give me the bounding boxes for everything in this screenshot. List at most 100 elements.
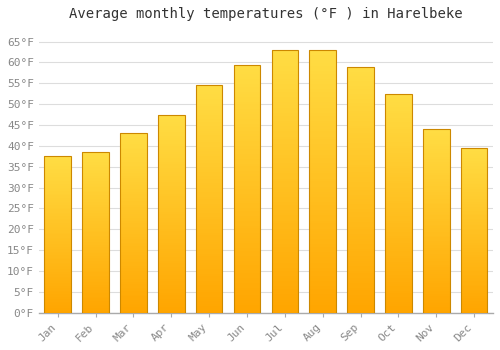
Bar [272,124,298,126]
Bar [348,150,374,153]
Bar [423,296,450,298]
Bar [120,277,146,279]
Bar [310,158,336,160]
Bar [196,299,222,301]
Bar [82,273,109,274]
Bar [82,210,109,211]
Bar [82,279,109,281]
Bar [385,183,411,186]
Bar [234,64,260,67]
Bar [158,114,184,313]
Bar [44,217,71,219]
Bar [44,256,71,258]
Bar [196,172,222,174]
Bar [234,191,260,194]
Bar [234,228,260,231]
Bar [82,292,109,293]
Bar [234,221,260,223]
Bar [196,142,222,145]
Bar [44,278,71,280]
Bar [44,253,71,255]
Bar [158,142,184,144]
Bar [310,210,336,213]
Bar [196,192,222,195]
Bar [158,208,184,210]
Bar [423,250,450,252]
Bar [44,236,71,238]
Bar [423,186,450,188]
Bar [120,144,146,146]
Bar [196,149,222,151]
Bar [120,232,146,234]
Bar [196,140,222,142]
Bar [385,300,411,302]
Bar [44,192,71,194]
Bar [196,217,222,219]
Bar [82,271,109,273]
Bar [44,305,71,306]
Bar [196,276,222,279]
Bar [196,310,222,313]
Bar [310,271,336,273]
Bar [461,308,487,309]
Bar [461,233,487,235]
Bar [196,138,222,140]
Bar [272,300,298,302]
Bar [234,198,260,201]
Bar [385,208,411,210]
Bar [234,300,260,303]
Bar [272,197,298,199]
Bar [348,138,374,140]
Bar [120,252,146,253]
Bar [348,160,374,162]
Bar [196,219,222,222]
Bar [461,253,487,255]
Bar [272,279,298,281]
Bar [348,207,374,209]
Bar [461,242,487,244]
Bar [234,174,260,176]
Bar [120,311,146,313]
Bar [423,195,450,197]
Bar [120,146,146,148]
Bar [234,260,260,263]
Bar [423,293,450,294]
Bar [348,79,374,81]
Bar [310,121,336,124]
Bar [158,233,184,236]
Bar [82,285,109,287]
Bar [234,231,260,233]
Bar [423,243,450,245]
Bar [196,104,222,106]
Bar [348,204,374,207]
Bar [44,164,71,166]
Bar [120,205,146,207]
Bar [196,213,222,215]
Bar [348,66,374,313]
Bar [120,226,146,228]
Bar [82,197,109,199]
Bar [196,106,222,108]
Bar [44,274,71,275]
Bar [348,226,374,229]
Bar [44,272,71,274]
Bar [234,72,260,75]
Bar [82,215,109,216]
Bar [196,210,222,213]
Bar [348,305,374,308]
Bar [310,199,336,202]
Bar [120,279,146,280]
Bar [44,309,71,311]
Bar [461,199,487,201]
Bar [234,134,260,136]
Bar [385,103,411,105]
Bar [44,178,71,180]
Bar [461,148,487,313]
Bar [82,309,109,311]
Bar [272,239,298,242]
Bar [44,224,71,225]
Bar [196,163,222,165]
Bar [44,300,71,302]
Bar [158,210,184,212]
Bar [234,178,260,181]
